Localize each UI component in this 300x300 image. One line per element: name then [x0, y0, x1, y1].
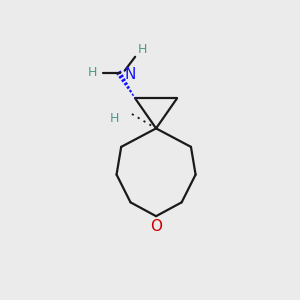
Text: H: H: [87, 67, 97, 80]
Text: H: H: [110, 112, 119, 124]
Text: O: O: [150, 219, 162, 234]
Text: N: N: [125, 67, 136, 82]
Text: H: H: [137, 43, 147, 56]
